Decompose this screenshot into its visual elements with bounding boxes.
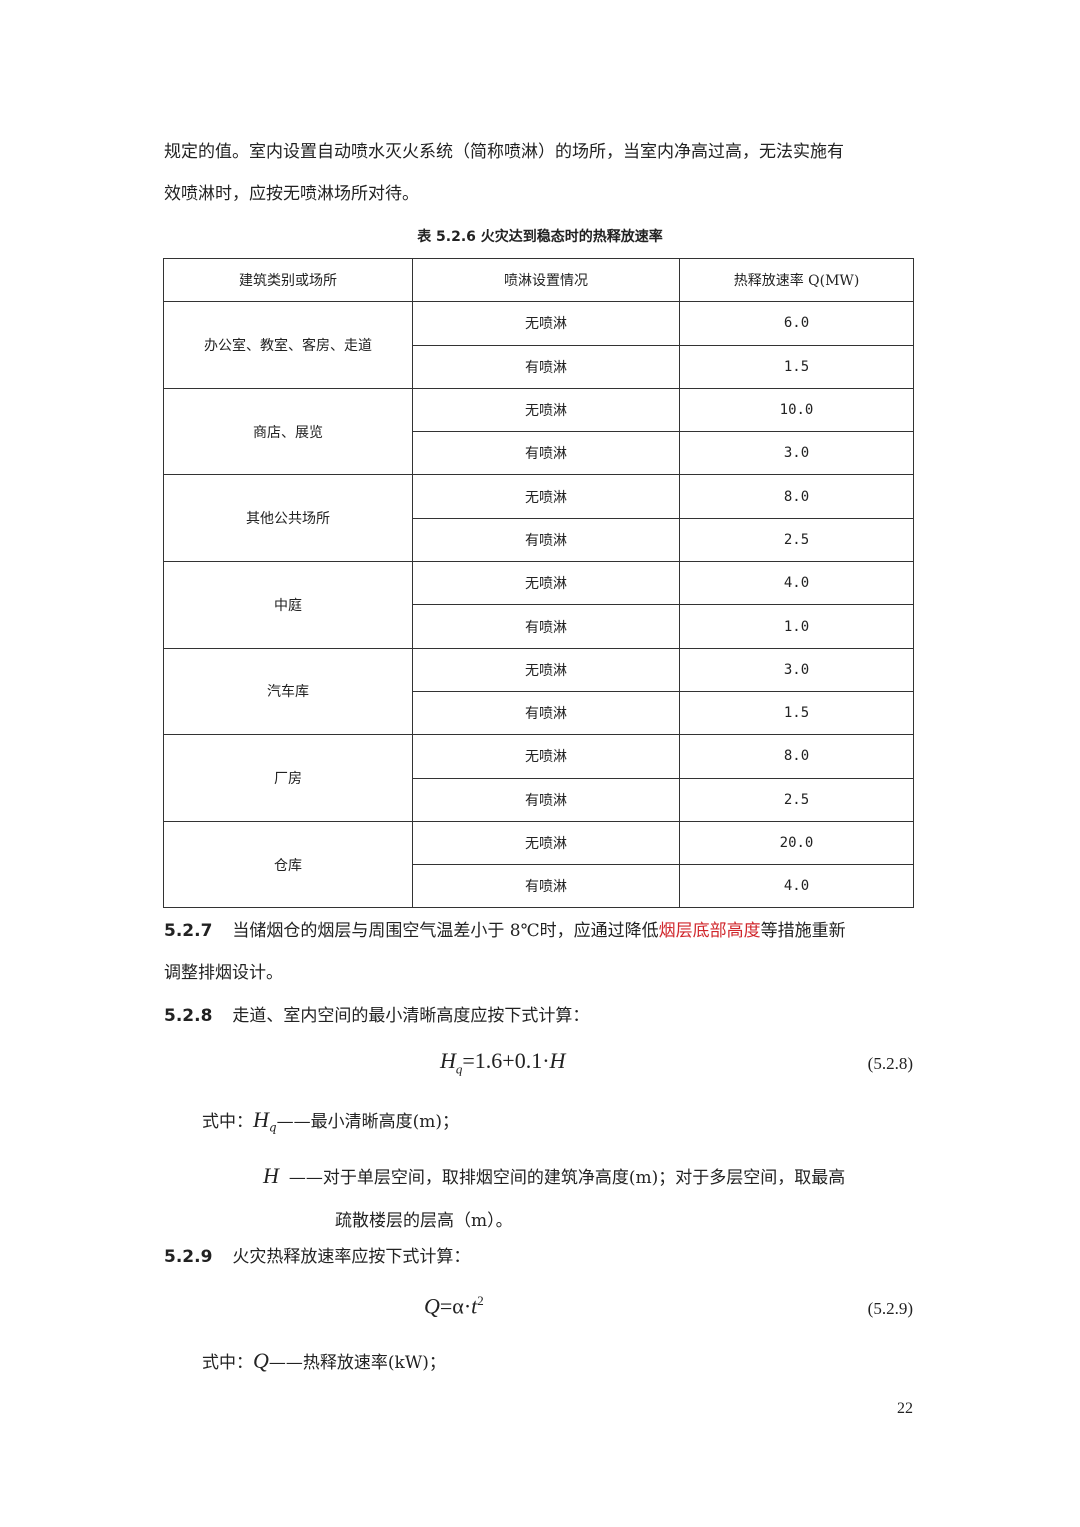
expr: =1.6+0.1· — [462, 1048, 550, 1073]
table-caption: 表 5.2.6 火灾达到稳态时的热释放速率 — [417, 229, 663, 245]
section-number: 5.2.7 — [164, 921, 213, 941]
desc: ——对于单层空间，取排烟空间的建筑净高度(m)；对于多层空间，取最高 — [288, 1168, 846, 1188]
table-row: 有喷淋 2.5 — [164, 777, 914, 822]
heat-release-value: 2.5 — [679, 517, 914, 563]
heat-release-value: 1.5 — [679, 690, 914, 736]
heat-release-value: 8.0 — [679, 734, 914, 779]
formula-5-2-8: Hq=1.6+0.1·H — [440, 1048, 565, 1077]
sprinkler-status: 有喷淋 — [412, 604, 680, 649]
eq-number: (5.2.8) — [867, 1054, 913, 1073]
table-row: 厂房 无喷淋 8.0 — [163, 734, 914, 822]
header-building: 建筑类别或场所 — [163, 257, 413, 303]
sprinkler-status: 有喷淋 — [412, 431, 680, 476]
var: H — [253, 1107, 269, 1132]
building-type: 中庭 — [163, 561, 413, 649]
text: 等措施重新 — [760, 921, 846, 941]
highlighted-text: 烟层底部高度 — [658, 921, 761, 941]
eq-number: (5.2.9) — [867, 1299, 913, 1318]
sprinkler-status: 有喷淋 — [412, 690, 680, 736]
heat-release-value: 6.0 — [679, 301, 914, 346]
heat-release-value: 10.0 — [679, 387, 914, 433]
building-type: 仓库 — [163, 820, 413, 909]
text: 当储烟仓的烟层与周围空气温差小于 8℃时，应通过降低 — [232, 921, 659, 941]
intro-line-2: 效喷淋时，应按无喷淋场所对待。 — [164, 184, 419, 204]
header-sprinkler: 喷淋设置情况 — [412, 257, 680, 303]
section-5-2-8: 5.2.8 走道、室内空间的最小清晰高度应按下式计算： — [164, 1004, 589, 1028]
heat-release-value: 20.0 — [679, 820, 914, 866]
table-row: 有喷淋 1.5 — [164, 344, 914, 389]
section-5-2-7-cont: 调整排烟设计。 — [164, 963, 283, 983]
formula-5-2-9: Q=α·t2 — [424, 1293, 484, 1319]
table-row: 有喷淋 3.0 — [164, 431, 914, 476]
sub: q — [455, 1061, 463, 1077]
heat-release-value: 1.5 — [679, 344, 914, 389]
section-5-2-9: 5.2.9 火灾热释放速率应按下式计算： — [164, 1245, 470, 1269]
heat-release-value: 8.0 — [679, 474, 914, 519]
building-type: 其他公共场所 — [163, 474, 413, 563]
label: 式中： — [202, 1112, 253, 1132]
table-row: 商店、展览 无喷淋 10.0 — [163, 387, 914, 476]
heat-release-value: 1.0 — [679, 604, 914, 649]
table-row: 办公室、教室、客房、走道 无喷淋 6.0 — [163, 301, 914, 389]
text: 火灾热释放速率应按下式计算： — [232, 1247, 471, 1267]
var: H — [263, 1163, 279, 1188]
table-row: 有喷淋 2.5 — [164, 517, 914, 563]
var: t — [471, 1293, 478, 1319]
table-row: 汽车库 无喷淋 3.0 — [163, 647, 914, 736]
section-number: 5.2.9 — [164, 1247, 213, 1267]
section-5-2-7: 5.2.7 当储烟仓的烟层与周围空气温差小于 8℃时，应通过降低烟层底部高度等措施… — [164, 919, 846, 943]
sprinkler-status: 无喷淋 — [412, 474, 680, 519]
sprinkler-status: 无喷淋 — [412, 734, 680, 779]
table-row: 中庭 无喷淋 4.0 — [163, 561, 914, 649]
heat-release-value: 4.0 — [679, 561, 914, 606]
sub: q — [268, 1120, 277, 1135]
where-h: H ——对于单层空间，取排烟空间的建筑净高度(m)；对于多层空间，取最高 — [263, 1164, 845, 1190]
table-row: 仓库 无喷淋 20.0 — [163, 820, 914, 909]
var: Q — [253, 1348, 269, 1373]
sup: 2 — [477, 1293, 484, 1308]
page-number: 22 — [897, 1400, 913, 1417]
sprinkler-status: 无喷淋 — [412, 647, 680, 692]
table-row: 其他公共场所 无喷淋 8.0 — [163, 474, 914, 563]
sprinkler-status: 无喷淋 — [412, 301, 680, 346]
header-q: 热释放速率 Q(MW) — [679, 257, 914, 303]
section-number: 5.2.8 — [164, 1006, 213, 1026]
sprinkler-status: 有喷淋 — [412, 777, 680, 822]
desc: ——热释放速率(kW)； — [268, 1353, 446, 1373]
sprinkler-status: 有喷淋 — [412, 344, 680, 389]
table-row: 有喷淋 1.5 — [164, 690, 914, 736]
where-q: 式中：Q——热释放速率(kW)； — [202, 1349, 446, 1375]
sprinkler-status: 无喷淋 — [412, 561, 680, 606]
table-row: 有喷淋 4.0 — [164, 864, 914, 909]
sprinkler-status: 无喷淋 — [412, 387, 680, 433]
sprinkler-status: 有喷淋 — [412, 864, 680, 909]
var: H — [549, 1048, 566, 1073]
heat-release-value: 3.0 — [679, 647, 914, 692]
building-type: 汽车库 — [163, 647, 413, 736]
heat-release-value: 3.0 — [679, 431, 914, 476]
intro-line-1: 规定的值。室内设置自动喷水灭火系统（简称喷淋）的场所，当室内净高过高，无法实施有 — [164, 142, 844, 162]
var: H — [440, 1048, 456, 1073]
heat-release-value: 4.0 — [679, 864, 914, 909]
var: Q — [424, 1293, 440, 1319]
sprinkler-status: 无喷淋 — [412, 820, 680, 866]
building-type: 商店、展览 — [163, 387, 413, 476]
where-hq: 式中：Hq——最小清晰高度(m)； — [202, 1108, 459, 1139]
table-row: 有喷淋 1.0 — [164, 604, 914, 649]
sprinkler-status: 有喷淋 — [412, 517, 680, 563]
building-type: 办公室、教室、客房、走道 — [163, 301, 413, 389]
text: 走道、室内空间的最小清晰高度应按下式计算： — [232, 1006, 590, 1026]
heat-release-value: 2.5 — [679, 777, 914, 822]
building-type: 厂房 — [163, 734, 413, 822]
expr: =α· — [439, 1293, 472, 1319]
desc: ——最小清晰高度(m)； — [276, 1112, 459, 1132]
label: 式中： — [202, 1353, 253, 1373]
where-h-cont: 疏散楼层的层高（m）。 — [335, 1211, 513, 1231]
heat-release-table: 建筑类别或场所 喷淋设置情况 热释放速率 Q(MW) 办公室、教室、客房、走道无… — [163, 257, 914, 909]
